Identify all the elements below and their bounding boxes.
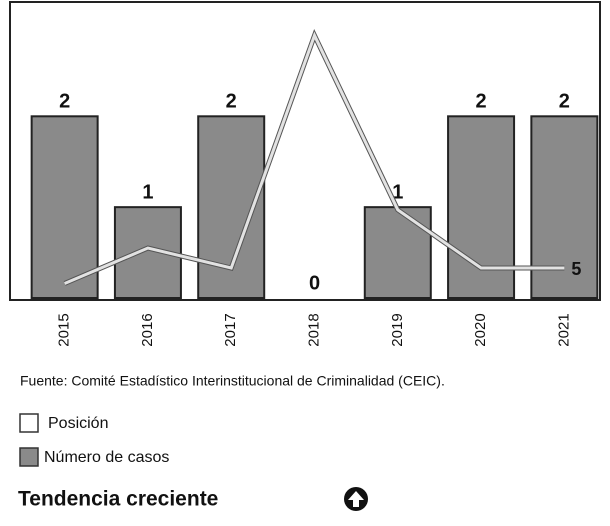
- legend-swatch: [19, 413, 39, 433]
- annotation: 5: [571, 259, 581, 279]
- data-label: 2: [559, 91, 570, 113]
- legend-swatch: [19, 447, 39, 467]
- trend-label: Tendencia creciente: [18, 488, 218, 511]
- trend-arrow: [348, 491, 364, 507]
- x-tick-label: 2021: [555, 313, 572, 346]
- data-label: 2: [476, 91, 487, 113]
- bar: [363, 206, 432, 299]
- x-tick-label: 2017: [222, 313, 239, 346]
- legend-label: Posición: [48, 415, 108, 432]
- bar: [30, 115, 99, 299]
- source-note: Fuente: Comité Estadístico Interinstituc…: [20, 373, 445, 389]
- data-label: 0: [309, 272, 320, 294]
- bar: [447, 115, 516, 299]
- line-highlight: [64, 31, 565, 285]
- x-tick-label: 2016: [139, 313, 156, 346]
- bar: [530, 115, 599, 299]
- data-label: 1: [142, 181, 153, 203]
- x-tick-label: 2018: [305, 313, 322, 346]
- x-tick-label: 2019: [389, 313, 406, 346]
- legend-label: Número de casos: [44, 449, 169, 466]
- data-label: 1: [392, 181, 403, 203]
- data-label: 2: [226, 91, 237, 113]
- data-label: 2: [59, 91, 70, 113]
- x-tick-label: 2015: [56, 313, 73, 346]
- x-tick-label: 2020: [472, 313, 489, 346]
